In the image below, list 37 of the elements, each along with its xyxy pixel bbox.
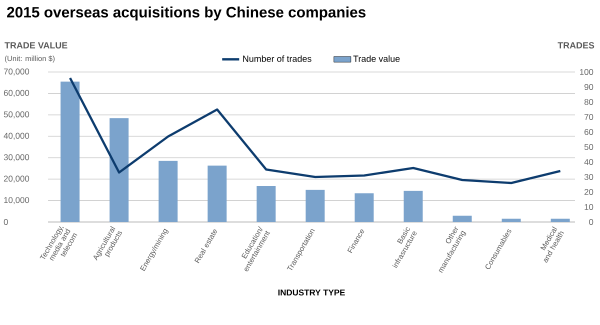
bar (550, 218, 570, 222)
y2-tick-label: 40 (584, 159, 594, 165)
y-tick-label: 10,000 (4, 197, 30, 204)
bar (110, 118, 129, 222)
y2-tick-label: 0 (589, 219, 594, 225)
y2-tick-label: 20 (584, 189, 594, 195)
y-tick-label: 0 (4, 219, 8, 225)
y-tick-label: 40,000 (4, 132, 30, 140)
y2-axis-title: TRADES (558, 42, 594, 48)
legend-label: Number of trades (243, 55, 312, 62)
y2-tick-label: 70 (584, 114, 594, 120)
x-axis-title: INDUSTRY TYPE (278, 290, 345, 296)
bar (158, 160, 178, 222)
y2-tick-label: 100 (580, 69, 594, 75)
bar (60, 82, 80, 222)
y2-tick-label: 60 (584, 129, 594, 135)
line-series (68, 76, 562, 184)
bar (354, 193, 374, 222)
y-axis-title: TRADE VALUE (4, 42, 68, 48)
bar (404, 190, 423, 222)
bar (502, 218, 521, 222)
bar (452, 216, 472, 222)
y-tick-label: 60,000 (4, 90, 30, 97)
bar (306, 190, 325, 222)
y2-tick-label: 30 (584, 174, 594, 180)
y-tick-label: 50,000 (4, 111, 30, 118)
y2-tick-label: 10 (584, 204, 594, 210)
y2-tick-label: 80 (584, 99, 594, 105)
y-tick-label: 20,000 (4, 176, 30, 183)
y-tick-label: 70,000 (4, 68, 30, 76)
chart-title: 2015 overseas acquisitions by Chinese companies (7, 6, 366, 20)
bar (256, 186, 276, 222)
y2-tick-label: 90 (584, 84, 594, 90)
y-tick-label: 30,000 (4, 154, 30, 162)
bar (208, 166, 227, 222)
y2-tick-label: 50 (584, 144, 594, 150)
legend-label: Trade value (353, 55, 400, 62)
